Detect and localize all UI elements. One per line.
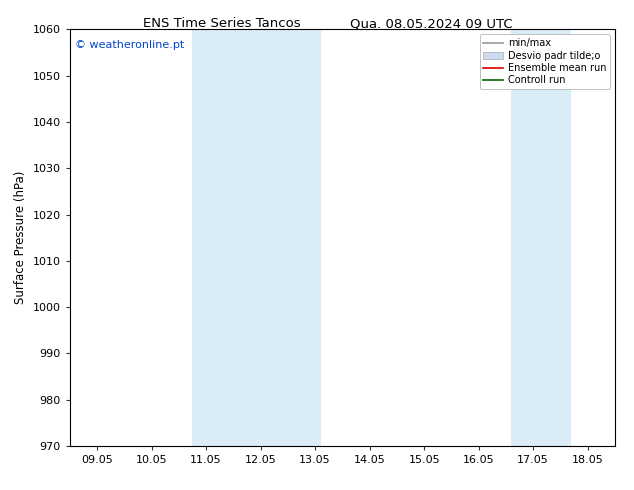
Text: ENS Time Series Tancos: ENS Time Series Tancos bbox=[143, 17, 301, 30]
Text: © weatheronline.pt: © weatheronline.pt bbox=[75, 40, 184, 50]
Bar bbox=[512, 29, 571, 446]
Bar bbox=[192, 29, 321, 446]
Y-axis label: Surface Pressure (hPa): Surface Pressure (hPa) bbox=[14, 171, 27, 304]
Legend: min/max, Desvio padr tilde;o, Ensemble mean run, Controll run: min/max, Desvio padr tilde;o, Ensemble m… bbox=[479, 34, 610, 89]
Text: Qua. 08.05.2024 09 UTC: Qua. 08.05.2024 09 UTC bbox=[350, 17, 512, 30]
